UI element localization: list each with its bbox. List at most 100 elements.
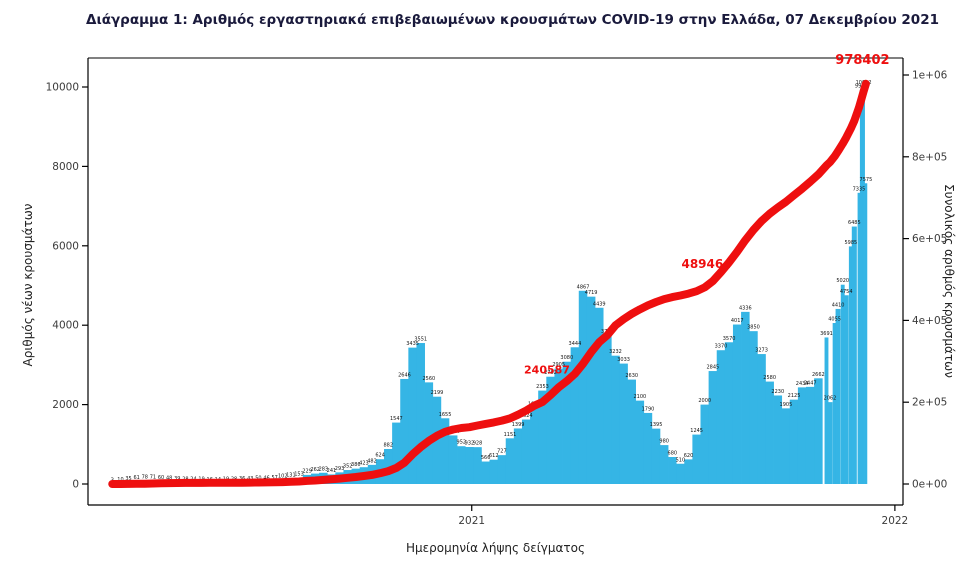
svg-text:4754: 4754 bbox=[840, 289, 853, 295]
svg-text:3850: 3850 bbox=[747, 325, 760, 331]
svg-text:2125: 2125 bbox=[788, 393, 801, 399]
svg-text:1790: 1790 bbox=[642, 406, 655, 412]
svg-text:7575: 7575 bbox=[860, 177, 873, 183]
svg-text:510: 510 bbox=[676, 457, 686, 463]
svg-text:2662: 2662 bbox=[812, 372, 825, 378]
svg-text:2560: 2560 bbox=[422, 376, 435, 382]
svg-text:35: 35 bbox=[125, 476, 131, 482]
svg-text:2630: 2630 bbox=[625, 373, 638, 379]
svg-text:680: 680 bbox=[668, 451, 678, 457]
cumulative-line bbox=[108, 79, 870, 488]
x-axis-label: Ημερομηνία λήψης δείγματος bbox=[405, 541, 586, 555]
svg-text:2000: 2000 bbox=[698, 398, 711, 404]
svg-text:61: 61 bbox=[134, 475, 140, 481]
svg-text:6e+05: 6e+05 bbox=[912, 233, 947, 245]
svg-text:3444: 3444 bbox=[569, 341, 582, 347]
svg-text:4000: 4000 bbox=[52, 320, 79, 332]
svg-text:3551: 3551 bbox=[414, 337, 427, 343]
svg-text:8e+05: 8e+05 bbox=[912, 151, 947, 163]
svg-text:4e+05: 4e+05 bbox=[912, 315, 947, 327]
svg-text:153: 153 bbox=[294, 471, 304, 477]
svg-text:1547: 1547 bbox=[390, 416, 403, 422]
svg-text:4017: 4017 bbox=[731, 318, 744, 324]
svg-text:882: 882 bbox=[383, 442, 393, 448]
svg-text:2447: 2447 bbox=[804, 380, 817, 386]
svg-text:293: 293 bbox=[335, 466, 345, 472]
svg-text:262: 262 bbox=[310, 467, 320, 473]
axes: 0 2000 4000 6000 8000 10000 0e+00 2e+05 4e+05 6e+… bbox=[46, 57, 948, 527]
svg-text:57: 57 bbox=[271, 475, 277, 481]
svg-text:423: 423 bbox=[359, 461, 369, 467]
svg-text:6485: 6485 bbox=[848, 220, 861, 226]
svg-text:3273: 3273 bbox=[755, 348, 768, 354]
svg-text:3691: 3691 bbox=[820, 331, 833, 337]
svg-text:5020: 5020 bbox=[836, 278, 849, 284]
svg-text:48: 48 bbox=[166, 476, 172, 482]
svg-text:102: 102 bbox=[278, 473, 288, 479]
svg-text:2434: 2434 bbox=[796, 381, 809, 387]
svg-text:2845: 2845 bbox=[707, 365, 720, 371]
svg-text:3570: 3570 bbox=[723, 336, 736, 342]
svg-text:4336: 4336 bbox=[739, 305, 752, 311]
svg-text:624: 624 bbox=[375, 453, 385, 459]
milestone-label-240587: 240587 bbox=[524, 364, 570, 377]
svg-text:2199: 2199 bbox=[431, 390, 444, 396]
svg-text:2702: 2702 bbox=[544, 370, 557, 376]
svg-text:612: 612 bbox=[489, 453, 499, 459]
svg-text:60: 60 bbox=[158, 475, 164, 481]
svg-text:2021: 2021 bbox=[458, 515, 485, 527]
svg-text:727: 727 bbox=[497, 449, 507, 455]
svg-text:1395: 1395 bbox=[650, 422, 663, 428]
svg-text:3033: 3033 bbox=[617, 357, 630, 363]
svg-text:71: 71 bbox=[150, 475, 156, 481]
svg-text:2580: 2580 bbox=[763, 375, 776, 381]
svg-text:0e+00: 0e+00 bbox=[912, 479, 947, 491]
svg-text:2353: 2353 bbox=[536, 384, 549, 390]
svg-text:4055: 4055 bbox=[828, 317, 841, 323]
svg-text:3232: 3232 bbox=[609, 349, 622, 355]
svg-text:2022: 2022 bbox=[882, 515, 909, 527]
svg-text:2000: 2000 bbox=[52, 399, 79, 411]
svg-text:4867: 4867 bbox=[577, 284, 590, 290]
svg-text:283: 283 bbox=[319, 466, 329, 472]
svg-text:39: 39 bbox=[174, 476, 180, 482]
svg-text:2100: 2100 bbox=[633, 394, 646, 400]
svg-text:2905: 2905 bbox=[552, 362, 565, 368]
svg-text:8000: 8000 bbox=[52, 161, 79, 173]
svg-text:932: 932 bbox=[465, 440, 475, 446]
milestone-label-978402: 978402 bbox=[835, 53, 889, 68]
svg-text:6000: 6000 bbox=[52, 240, 79, 252]
svg-text:4410: 4410 bbox=[832, 302, 845, 308]
svg-text:241: 241 bbox=[327, 468, 337, 474]
svg-text:620: 620 bbox=[684, 453, 694, 459]
svg-text:10000: 10000 bbox=[46, 82, 79, 94]
svg-text:482: 482 bbox=[367, 458, 377, 464]
svg-text:1e+06: 1e+06 bbox=[912, 70, 948, 82]
svg-text:2646: 2646 bbox=[398, 372, 411, 378]
svg-text:2e+05: 2e+05 bbox=[912, 397, 947, 409]
svg-text:3370: 3370 bbox=[715, 344, 728, 350]
svg-text:2062: 2062 bbox=[824, 396, 837, 402]
svg-text:980: 980 bbox=[659, 439, 669, 445]
svg-text:1245: 1245 bbox=[690, 428, 703, 434]
svg-text:1655: 1655 bbox=[439, 412, 452, 418]
svg-text:131: 131 bbox=[286, 472, 296, 478]
svg-text:1624: 1624 bbox=[520, 413, 533, 419]
svg-text:1905: 1905 bbox=[780, 402, 793, 408]
svg-text:566: 566 bbox=[481, 455, 491, 461]
svg-text:352: 352 bbox=[343, 464, 353, 470]
svg-text:0: 0 bbox=[72, 479, 79, 491]
chart-title: Διάγραμμα 1: Αριθμός εργαστηριακά επιβεβ… bbox=[86, 12, 939, 28]
svg-text:5985: 5985 bbox=[844, 240, 857, 246]
svg-text:928: 928 bbox=[473, 441, 483, 447]
milestone-label-489464: 489464 bbox=[681, 257, 731, 271]
svg-text:78: 78 bbox=[142, 474, 148, 480]
svg-text:4439: 4439 bbox=[593, 301, 606, 307]
svg-text:1151: 1151 bbox=[504, 432, 517, 438]
svg-text:386: 386 bbox=[351, 462, 361, 468]
svg-text:3080: 3080 bbox=[560, 355, 573, 361]
svg-text:952: 952 bbox=[457, 440, 467, 446]
svg-text:7335: 7335 bbox=[853, 186, 866, 192]
